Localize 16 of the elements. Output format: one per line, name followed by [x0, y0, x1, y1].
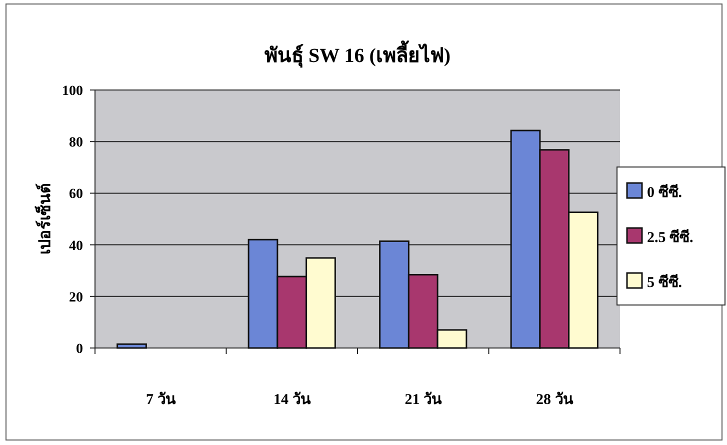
x-tick-label: 7 วัน [146, 391, 176, 408]
y-tick-label: 20 [69, 290, 83, 306]
chart-title: พันธุ์ SW 16 (เพลี้ยไฟ) [264, 40, 451, 68]
y-axis-title: เปอร์เซ็นต์ [33, 184, 54, 254]
legend-label: 2.5 ซีซี. [647, 229, 694, 246]
legend-label: 0 ซีซี. [647, 184, 682, 201]
y-tick-label: 40 [69, 238, 83, 254]
x-tick-label: 21 วัน [404, 391, 442, 408]
y-tick-label: 60 [69, 187, 83, 202]
y-tick-label: 0 [76, 342, 83, 357]
x-tick-label: 28 วัน [536, 391, 574, 408]
bar [116, 343, 147, 349]
y-tick-label: 80 [69, 136, 83, 151]
y-tick-label: 100 [62, 84, 83, 99]
legend-label: 5 ซีซี. [647, 274, 682, 291]
x-tick-label: 14 วัน [274, 391, 312, 408]
